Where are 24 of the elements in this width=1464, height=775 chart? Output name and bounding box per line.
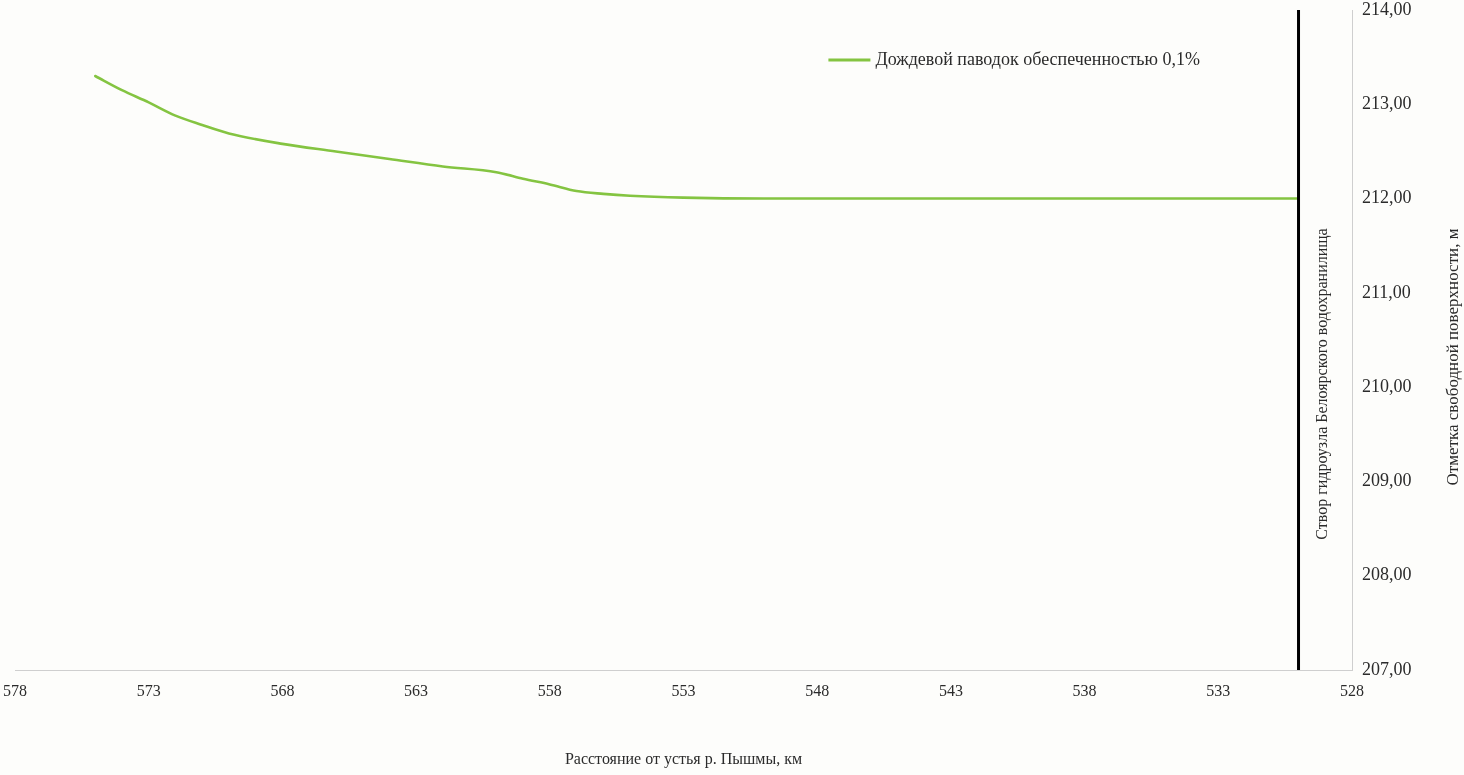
y-tick-label: 211,00 xyxy=(1362,281,1411,302)
x-tick-label: 573 xyxy=(136,681,161,699)
y-tick-label: 213,00 xyxy=(1362,93,1412,114)
x-tick-label: 548 xyxy=(805,681,830,699)
legend-label: Дождевой паводок обеспеченностью 0,1% xyxy=(875,48,1201,69)
x-tick-label: 558 xyxy=(537,681,562,699)
x-tick-label: 533 xyxy=(1206,681,1231,699)
ref-line-label: Створ гидроузла Белоярского водохранилища xyxy=(1312,228,1331,540)
x-tick-label: 563 xyxy=(404,681,429,699)
y-tick-label: 208,00 xyxy=(1362,564,1412,585)
y-axis-title: Отметка свободной поверхности, м xyxy=(1443,228,1463,486)
line-series xyxy=(93,74,1300,200)
y-tick-label: 207,00 xyxy=(1362,658,1412,679)
x-tick-label: 578 xyxy=(3,681,27,699)
x-tick-label: 543 xyxy=(938,681,963,699)
x-tick-label: 568 xyxy=(270,681,295,699)
y-tick-label: 209,00 xyxy=(1362,470,1412,491)
y-tick-label: 212,00 xyxy=(1362,187,1412,208)
x-tick-label: 538 xyxy=(1072,681,1097,699)
y-tick-label: 214,00 xyxy=(1362,0,1412,19)
x-tick-label: 553 xyxy=(671,681,696,699)
x-tick-label: 528 xyxy=(1340,681,1364,699)
x-axis-title: Расстояние от устья р. Пышмы, км xyxy=(564,749,803,768)
y-tick-label: 210,00 xyxy=(1362,375,1412,396)
